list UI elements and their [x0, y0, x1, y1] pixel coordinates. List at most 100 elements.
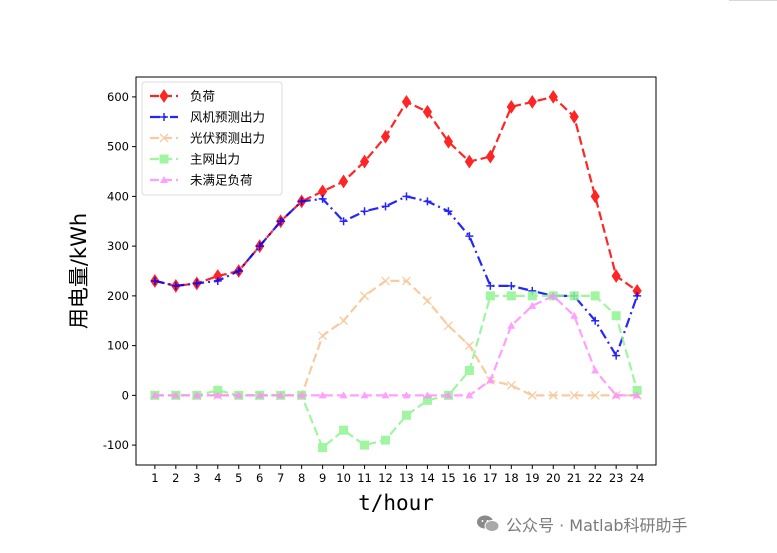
legend-label: 未满足负荷	[190, 173, 253, 188]
y-tick-label: 500	[107, 140, 129, 154]
data-point	[423, 197, 432, 206]
data-point	[464, 154, 474, 169]
x-tick-label: 4	[214, 471, 221, 485]
data-point	[192, 391, 201, 399]
legend-marker	[160, 113, 168, 121]
data-point	[381, 202, 390, 211]
data-point	[422, 104, 433, 119]
x-tick-label: 16	[462, 471, 477, 485]
series-line	[154, 195, 639, 359]
data-point	[569, 390, 579, 400]
legend-marker	[159, 133, 169, 143]
x-tick-label: 21	[567, 471, 582, 485]
plot-border	[135, 76, 657, 466]
y-tick-label: 400	[107, 189, 129, 203]
data-point	[611, 269, 621, 283]
data-point	[569, 291, 579, 301]
y-tick-label: 300	[107, 239, 129, 253]
corner-divider	[729, 0, 777, 1]
data-point	[318, 391, 327, 399]
data-point	[570, 311, 579, 319]
data-point	[339, 425, 349, 435]
x-tick-label: 23	[609, 471, 624, 485]
axes-frame	[135, 76, 657, 466]
x-tick-label: 18	[504, 471, 519, 485]
data-point	[464, 365, 474, 375]
x-tick-label: 9	[319, 471, 326, 485]
data-point	[527, 390, 537, 400]
x-tick-label: 2	[172, 471, 179, 485]
y-tick-label: -100	[103, 438, 129, 452]
data-point	[548, 390, 558, 400]
data-point	[213, 391, 222, 399]
data-point	[150, 391, 159, 399]
data-point	[611, 311, 621, 321]
data-point	[507, 281, 516, 290]
x-tick-label: 17	[483, 471, 498, 485]
data-point	[339, 316, 349, 326]
y-axis-title: 用电量/kWh	[67, 213, 91, 329]
data-point	[590, 189, 600, 204]
x-tick-label: 10	[336, 471, 351, 485]
data-point	[381, 391, 390, 399]
data-point	[422, 395, 432, 405]
data-point	[360, 391, 369, 399]
y-tick-label: 200	[107, 289, 129, 303]
data-point	[486, 281, 495, 290]
legend-marker	[160, 176, 168, 183]
x-axis-ticks: 1 2 3 4 5 6 7 8 9 10 11 12 13 14 15 16 17 18 19 20 21 22 23 24	[151, 465, 644, 485]
data-point	[569, 109, 579, 124]
data-point	[402, 276, 411, 286]
x-tick-label: 6	[256, 471, 263, 485]
wechat-icon	[477, 515, 500, 532]
series-line	[154, 279, 638, 397]
data-point	[464, 341, 474, 351]
legend-entry	[150, 113, 178, 121]
x-tick-label: 14	[420, 471, 435, 485]
x-tick-label: 5	[235, 471, 242, 485]
data-point	[360, 291, 370, 301]
data-point	[192, 279, 201, 288]
data-point	[443, 321, 453, 331]
legend-entry	[150, 89, 178, 103]
data-point	[401, 94, 412, 109]
data-point	[402, 192, 411, 201]
x-tick-label: 7	[277, 471, 284, 485]
x-tick-label: 20	[546, 471, 561, 485]
data-point	[359, 154, 370, 169]
legend-label: 光伏预测出力	[190, 131, 265, 146]
legend-box	[141, 81, 283, 196]
data-point	[401, 410, 411, 420]
data-point	[360, 440, 370, 450]
x-tick-label: 22	[588, 471, 603, 485]
data-point	[443, 134, 454, 149]
data-point	[402, 391, 411, 399]
legend-label: 风机预测出力	[190, 110, 265, 125]
data-point	[549, 291, 558, 299]
data-point	[591, 366, 600, 374]
data-point	[485, 149, 495, 164]
x-tick-label: 24	[630, 471, 645, 485]
watermark-text: 公众号 · Matlab科研助手	[506, 516, 688, 535]
data-point	[633, 291, 642, 300]
y-axis-ticks: -100 0 100 200 300 400 500 600	[103, 90, 136, 452]
data-point	[527, 94, 537, 109]
data-point	[423, 391, 432, 399]
data-point	[213, 385, 223, 395]
x-tick-label: 19	[525, 471, 540, 485]
data-point	[276, 217, 285, 226]
data-point	[339, 391, 348, 399]
data-point	[234, 391, 243, 399]
legend-marker	[159, 154, 169, 164]
x-tick-label: 8	[298, 471, 305, 485]
series-3	[150, 276, 642, 400]
data-point	[297, 197, 306, 206]
data-point	[486, 376, 495, 384]
x-tick-label: 15	[441, 471, 456, 485]
x-tick-label: 3	[193, 471, 200, 485]
data-point	[380, 129, 391, 144]
watermark: 公众号 · Matlab科研助手	[476, 512, 688, 536]
data-point	[360, 207, 369, 216]
data-point	[255, 242, 264, 251]
